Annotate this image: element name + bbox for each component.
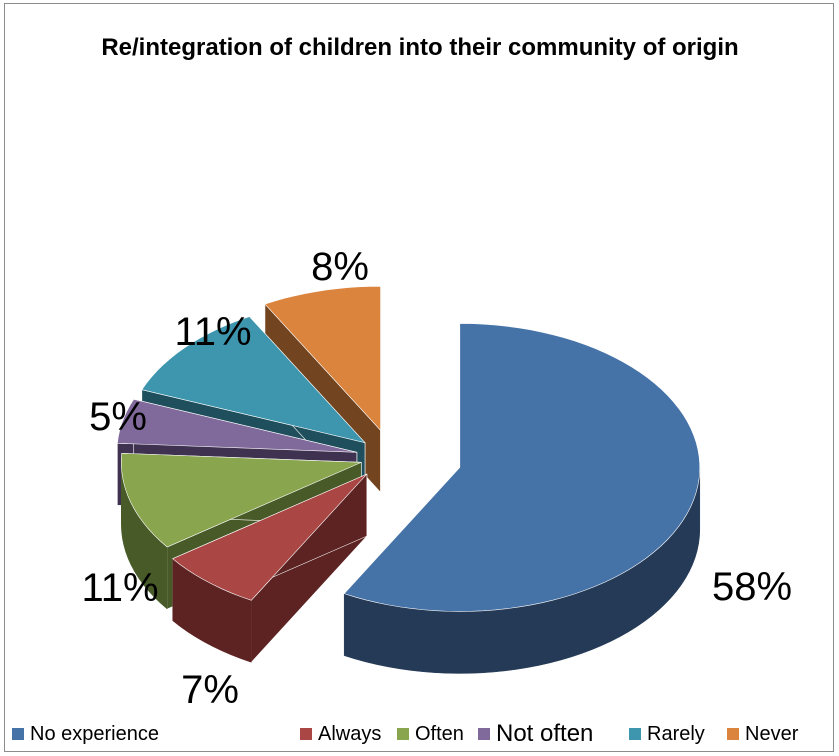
legend-label: Never [745, 723, 799, 745]
slice-top-face [120, 452, 362, 548]
legend-swatch [727, 728, 739, 740]
legend-swatch [12, 728, 24, 740]
legend-item-not-often: Not often [478, 722, 593, 746]
legend: No experience Always Often Not often Rarely N… [0, 722, 839, 752]
slice-top-face [141, 316, 366, 444]
legend-item-never: Never [727, 722, 798, 746]
legend-swatch [629, 728, 641, 740]
legend-label: Rarely [647, 723, 705, 745]
data-label-always: 7% [181, 668, 239, 712]
legend-label: Always [318, 723, 382, 745]
pie-slice-no-experience [343, 323, 701, 674]
slice-top-face [264, 285, 381, 432]
legend-item-no-experience: No experience [12, 722, 159, 746]
legend-label: Often [415, 723, 464, 745]
legend-item-often: Often [397, 722, 464, 746]
legend-swatch [478, 728, 490, 740]
slice-top-face [172, 473, 368, 601]
legend-label: Not often [496, 720, 594, 747]
chart-title: Re/integration of children into their co… [101, 34, 739, 61]
data-label-no-experience: 58% [712, 565, 792, 609]
legend-item-rarely: Rarely [629, 722, 705, 746]
legend-swatch [300, 728, 312, 740]
data-label-not-often: 5% [89, 395, 147, 439]
data-label-never: 8% [311, 245, 369, 289]
data-label-often: 11% [81, 566, 158, 610]
legend-label: No experience [30, 723, 159, 745]
pie-slice-always [172, 473, 368, 664]
legend-item-always: Always [300, 722, 381, 746]
legend-swatch [397, 728, 409, 740]
slice-top-face [343, 323, 701, 612]
slice-top-face [116, 398, 357, 453]
data-label-rarely: 11% [174, 310, 251, 354]
